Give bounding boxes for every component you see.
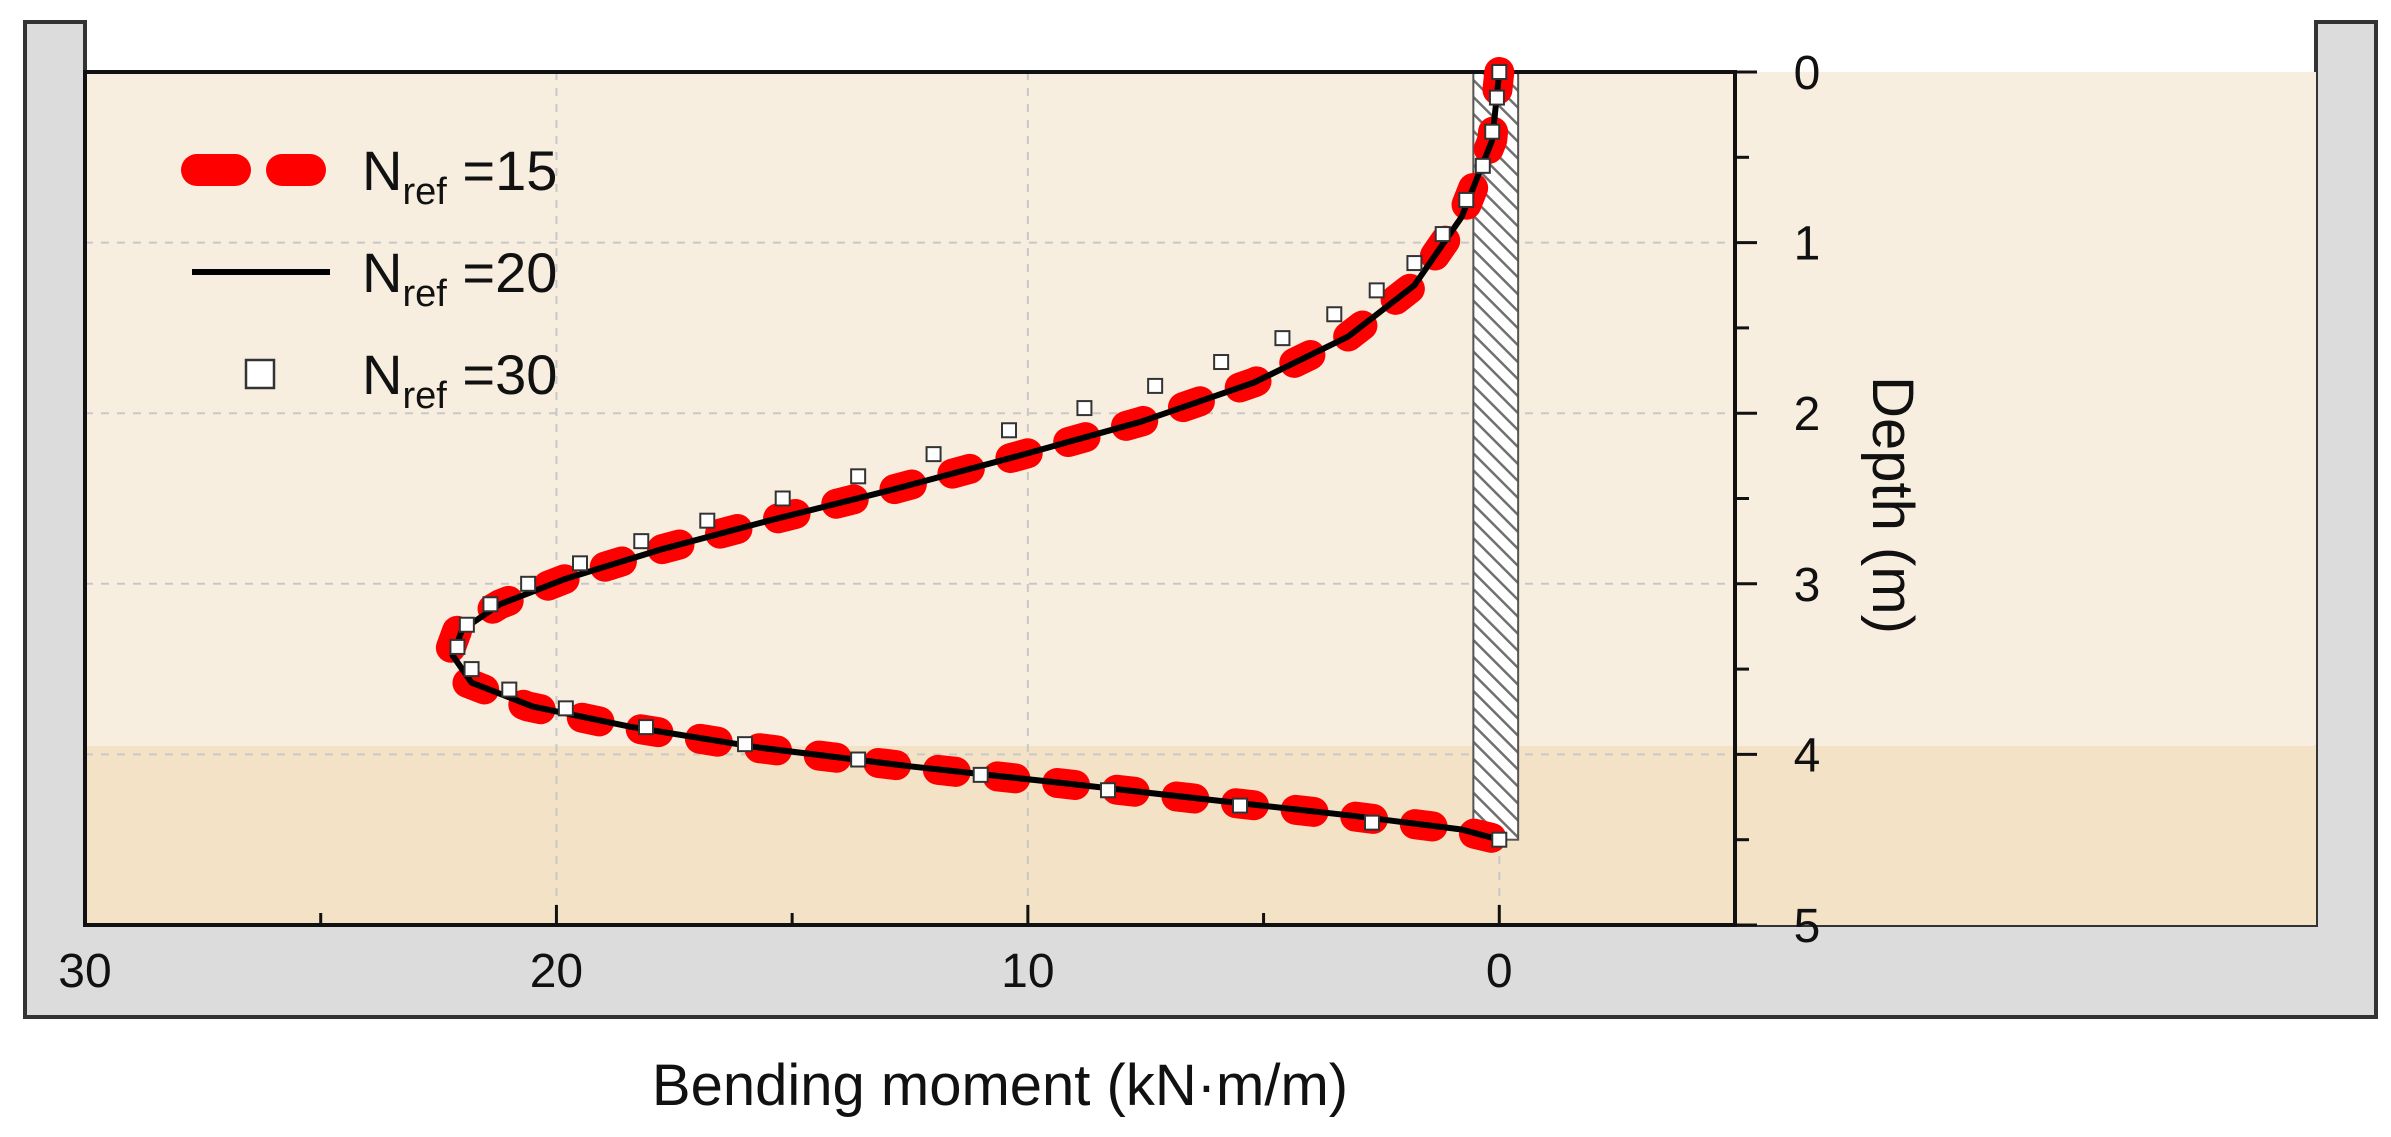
- marker-nref-30: [972, 766, 989, 783]
- zone-soil-lower: [85, 745, 2316, 925]
- marker-nref-30: [638, 719, 654, 736]
- marker-nref-30: [572, 555, 588, 572]
- marker-nref-30: [458, 616, 475, 633]
- x-axis-title: Bending moment (kN·m/m): [652, 1053, 1348, 1118]
- x-tick-label: 10: [1001, 945, 1054, 998]
- marker-nref-30: [1434, 226, 1451, 243]
- marker-nref-30: [925, 446, 942, 463]
- marker-nref-30: [1274, 330, 1291, 347]
- marker-nref-30: [1076, 400, 1093, 417]
- marker-nref-30: [1001, 422, 1017, 439]
- y-tick-label: 2: [1794, 388, 1821, 441]
- marker-nref-30: [463, 661, 480, 678]
- marker-nref-30: [1406, 255, 1423, 272]
- y-axis: 0 1 2 3 4 5: [1735, 47, 1820, 953]
- y-axis-title: Depth (m): [1860, 376, 1925, 634]
- series-line-nref-20: [449, 71, 1503, 843]
- legend-label-nref-15: Nref =15: [362, 139, 557, 213]
- y-tick-label: 3: [1794, 559, 1821, 612]
- marker-nref-30: [520, 575, 537, 592]
- marker-nref-30: [1491, 64, 1508, 80]
- marker-nref-30: [557, 700, 574, 717]
- marker-nref-30: [501, 681, 518, 698]
- legend-label-nref-20: Nref =20: [362, 241, 557, 315]
- legend: Nref =15 Nref =20 Nref =30: [181, 139, 557, 417]
- marker-nref-30: [449, 638, 466, 655]
- marker-nref-30: [850, 751, 867, 768]
- marker-nref-30: [774, 490, 791, 507]
- marker-nref-30: [699, 512, 716, 529]
- marker-nref-30: [1326, 306, 1343, 323]
- legend-swatch-nref-30: [244, 358, 276, 390]
- marker-nref-30: [1100, 782, 1116, 799]
- marker-nref-30: [1458, 191, 1475, 208]
- marker-nref-30: [850, 468, 867, 485]
- marker-nref-30: [482, 596, 499, 613]
- x-tick-label: 30: [58, 945, 111, 998]
- marker-nref-30: [1364, 814, 1380, 831]
- x-axis: 30 20 10 0: [58, 905, 1513, 998]
- y-tick-label: 1: [1794, 218, 1821, 271]
- x-tick-label: 0: [1486, 945, 1513, 998]
- marker-nref-30: [1491, 831, 1508, 848]
- marker-nref-30: [1484, 123, 1501, 140]
- marker-nref-30: [737, 736, 753, 753]
- y-tick-label: 0: [1794, 47, 1821, 100]
- y-tick-label: 4: [1794, 729, 1821, 782]
- marker-nref-30: [633, 533, 650, 550]
- legend-label-nref-30: Nref =30: [362, 343, 557, 417]
- marker-nref-30: [1474, 157, 1491, 174]
- marker-nref-30: [1213, 354, 1230, 371]
- marker-nref-30: [1368, 282, 1385, 299]
- marker-nref-30: [1147, 377, 1164, 394]
- marker-nref-30: [1232, 797, 1248, 814]
- marker-nref-30: [1488, 89, 1505, 106]
- x-tick-label: 20: [530, 945, 583, 998]
- series-group: [433, 57, 1515, 855]
- y-tick-label: 5: [1794, 900, 1821, 953]
